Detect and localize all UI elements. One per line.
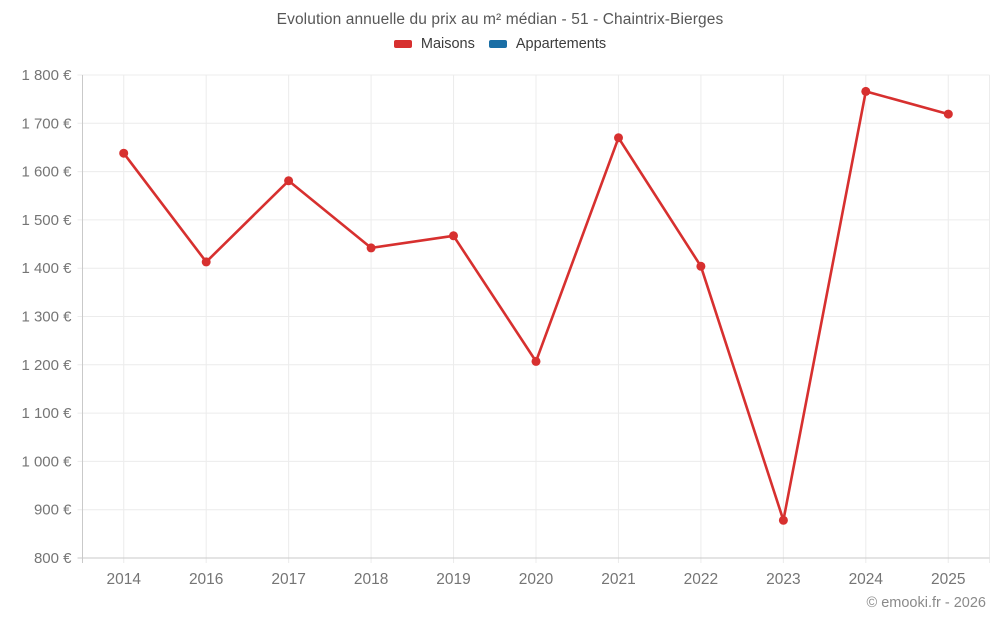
appartements-legend-label: Appartements [515, 36, 607, 52]
legend-item-maisons[interactable]: Maisons [393, 36, 475, 52]
data-point-maisons-2019[interactable] [449, 231, 458, 241]
x-axis-tick-label: 2019 [436, 571, 470, 588]
y-axis-tick-label: 1 800 € [21, 67, 72, 84]
y-axis-tick-label: 1 000 € [21, 453, 72, 470]
legend-item-appartements[interactable]: Appartements [488, 36, 607, 52]
y-axis-tick-label: 1 700 € [21, 115, 72, 132]
data-point-maisons-2023[interactable] [778, 515, 788, 525]
y-axis-tick-label: 900 € [34, 502, 72, 519]
y-axis-tick-label: 1 500 € [21, 212, 72, 229]
x-axis-tick-label: 2014 [106, 571, 141, 588]
x-axis-tick-label: 2016 [189, 571, 223, 588]
data-point-maisons-2024[interactable] [861, 86, 871, 96]
x-axis-tick-label: 2023 [766, 571, 800, 588]
data-point-maisons-2025[interactable] [943, 109, 953, 119]
x-axis-tick-label: 2020 [519, 571, 554, 588]
data-point-maisons-2014[interactable] [119, 148, 129, 158]
y-axis-tick-label: 1 100 € [21, 405, 72, 422]
x-axis-tick-label: 2021 [601, 571, 635, 588]
copyright-text: © emooki.fr - 2026 [866, 595, 986, 611]
y-axis-tick-label: 1 200 € [21, 357, 72, 374]
appartements-legend-swatch-icon [488, 40, 507, 48]
chart-legend: Maisons Appartements [0, 36, 1000, 52]
y-axis-tick-label: 1 400 € [21, 260, 72, 277]
y-axis-tick-label: 1 300 € [21, 309, 72, 326]
data-point-maisons-2016[interactable] [201, 257, 211, 267]
chart-title: Evolution annuelle du prix au m² médian … [276, 11, 724, 28]
x-axis-tick-label: 2024 [849, 571, 884, 588]
data-point-maisons-2022[interactable] [696, 261, 706, 271]
data-point-maisons-2021[interactable] [614, 133, 623, 143]
y-axis-tick-label: 1 600 € [21, 164, 72, 181]
x-axis-tick-label: 2022 [684, 571, 718, 588]
data-point-maisons-2020[interactable] [531, 356, 541, 366]
y-axis-tick-label: 800 € [34, 550, 72, 567]
x-axis-tick-label: 2017 [271, 571, 305, 588]
x-axis-tick-label: 2018 [354, 571, 388, 588]
data-point-maisons-2018[interactable] [366, 243, 376, 253]
data-point-maisons-2017[interactable] [284, 176, 294, 186]
maisons-legend-swatch-icon [393, 40, 412, 48]
chart-header: Evolution annuelle du prix au m² médian … [0, 0, 1000, 52]
maisons-legend-label: Maisons [420, 36, 475, 52]
x-axis-tick-label: 2025 [931, 571, 965, 588]
